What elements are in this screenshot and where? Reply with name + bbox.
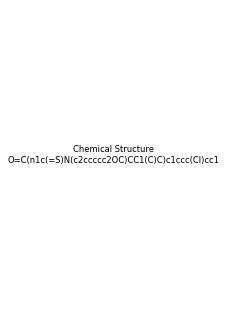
Text: Chemical Structure
O=C(n1c(=S)N(c2ccccc2OC)CC1(C)C)c1ccc(Cl)cc1: Chemical Structure O=C(n1c(=S)N(c2ccccc2…: [7, 145, 220, 165]
